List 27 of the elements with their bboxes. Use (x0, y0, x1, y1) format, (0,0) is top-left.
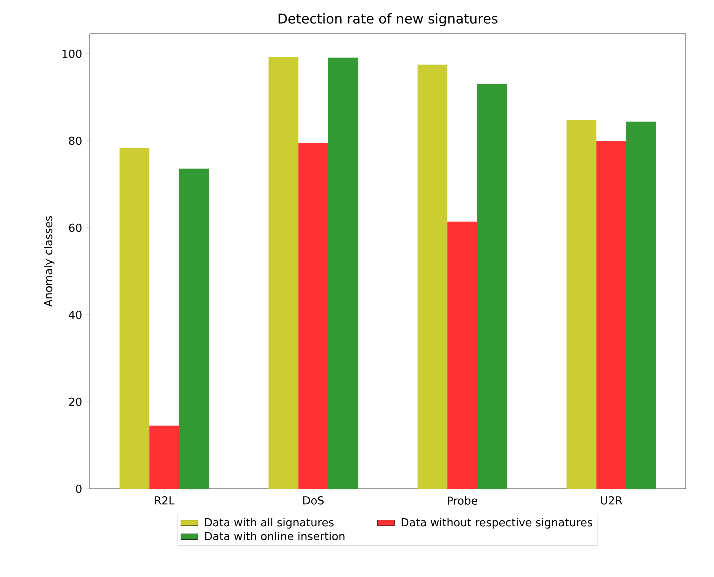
legend-label: Data with online insertion (205, 532, 345, 540)
chart-title: Detection rate of new signatures (278, 13, 498, 26)
y-tick-label: 20 (69, 398, 82, 406)
y-tick-label: 0 (76, 484, 82, 494)
x-tick-label: R2L (155, 496, 175, 505)
bar (596, 141, 626, 489)
bar (626, 122, 656, 489)
x-tick-label: DoS (304, 496, 324, 505)
y-tick-label: 100 (62, 50, 82, 58)
legend-label: Data without respective signatures (402, 518, 593, 529)
y-tick-label: 80 (69, 136, 82, 146)
y-axis-title: Anomaly classes (44, 216, 55, 308)
bar (150, 426, 180, 489)
bar (448, 222, 478, 489)
legend-label: Data with all signatures (205, 518, 334, 529)
x-tick-label: U2R (601, 496, 622, 505)
bar (418, 64, 448, 489)
y-tick-label: 60 (69, 224, 82, 232)
bar (328, 58, 358, 489)
bar (298, 143, 328, 489)
bar (268, 57, 299, 489)
bar (566, 120, 597, 489)
x-tick-label: Probe (448, 496, 478, 505)
bar (120, 148, 150, 489)
bar (477, 84, 508, 489)
y-tick-label: 40 (69, 310, 82, 320)
bar (179, 168, 210, 489)
